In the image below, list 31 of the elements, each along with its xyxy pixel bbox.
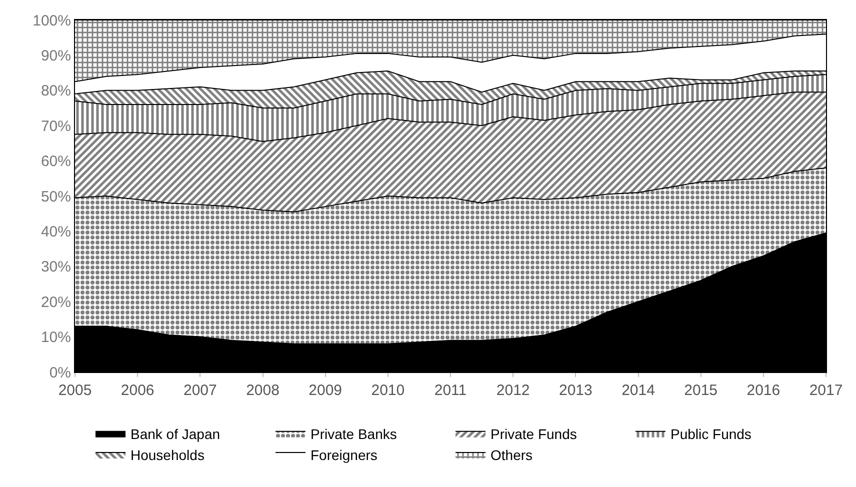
x-tick-label: 2015 (684, 382, 718, 399)
x-tick-label: 2009 (308, 382, 342, 399)
y-tick-label: 60% (40, 153, 71, 170)
y-tick-label: 70% (40, 118, 71, 135)
y-tick-label: 50% (40, 188, 71, 206)
x-tick-label: 2008 (246, 382, 280, 399)
y-tick-label: 20% (40, 294, 71, 311)
legend-label: Public Funds (670, 426, 752, 442)
legend-label: Foreigners (310, 447, 378, 464)
x-tick-label: 2011 (434, 382, 467, 399)
x-tick-label: 2013 (558, 382, 592, 399)
x-tick-label: 2005 (58, 382, 92, 399)
x-tick-label: 2006 (120, 382, 154, 399)
x-tick-label: 2016 (746, 382, 780, 399)
x-tick-label: 2014 (622, 382, 655, 399)
y-tick-label: 30% (40, 258, 71, 276)
y-tick-label: 0% (49, 364, 71, 382)
y-tick-label: 10% (40, 329, 71, 346)
x-tick-label: 2012 (496, 382, 530, 399)
x-tick-label: 2007 (183, 382, 217, 399)
legend-label: Private Banks (310, 426, 397, 442)
legend-label: Households (130, 447, 204, 464)
y-tick-label: 40% (40, 223, 71, 240)
y-tick-label: 100% (32, 12, 71, 30)
legend-label: Bank of Japan (130, 426, 220, 442)
y-tick-label: 90% (40, 47, 71, 64)
legend-label: Others (490, 447, 533, 464)
y-tick-label: 80% (40, 82, 71, 100)
x-tick-label: 2017 (809, 382, 843, 399)
legend-label: Private Funds (490, 426, 577, 442)
x-tick-label: 2010 (371, 382, 405, 399)
